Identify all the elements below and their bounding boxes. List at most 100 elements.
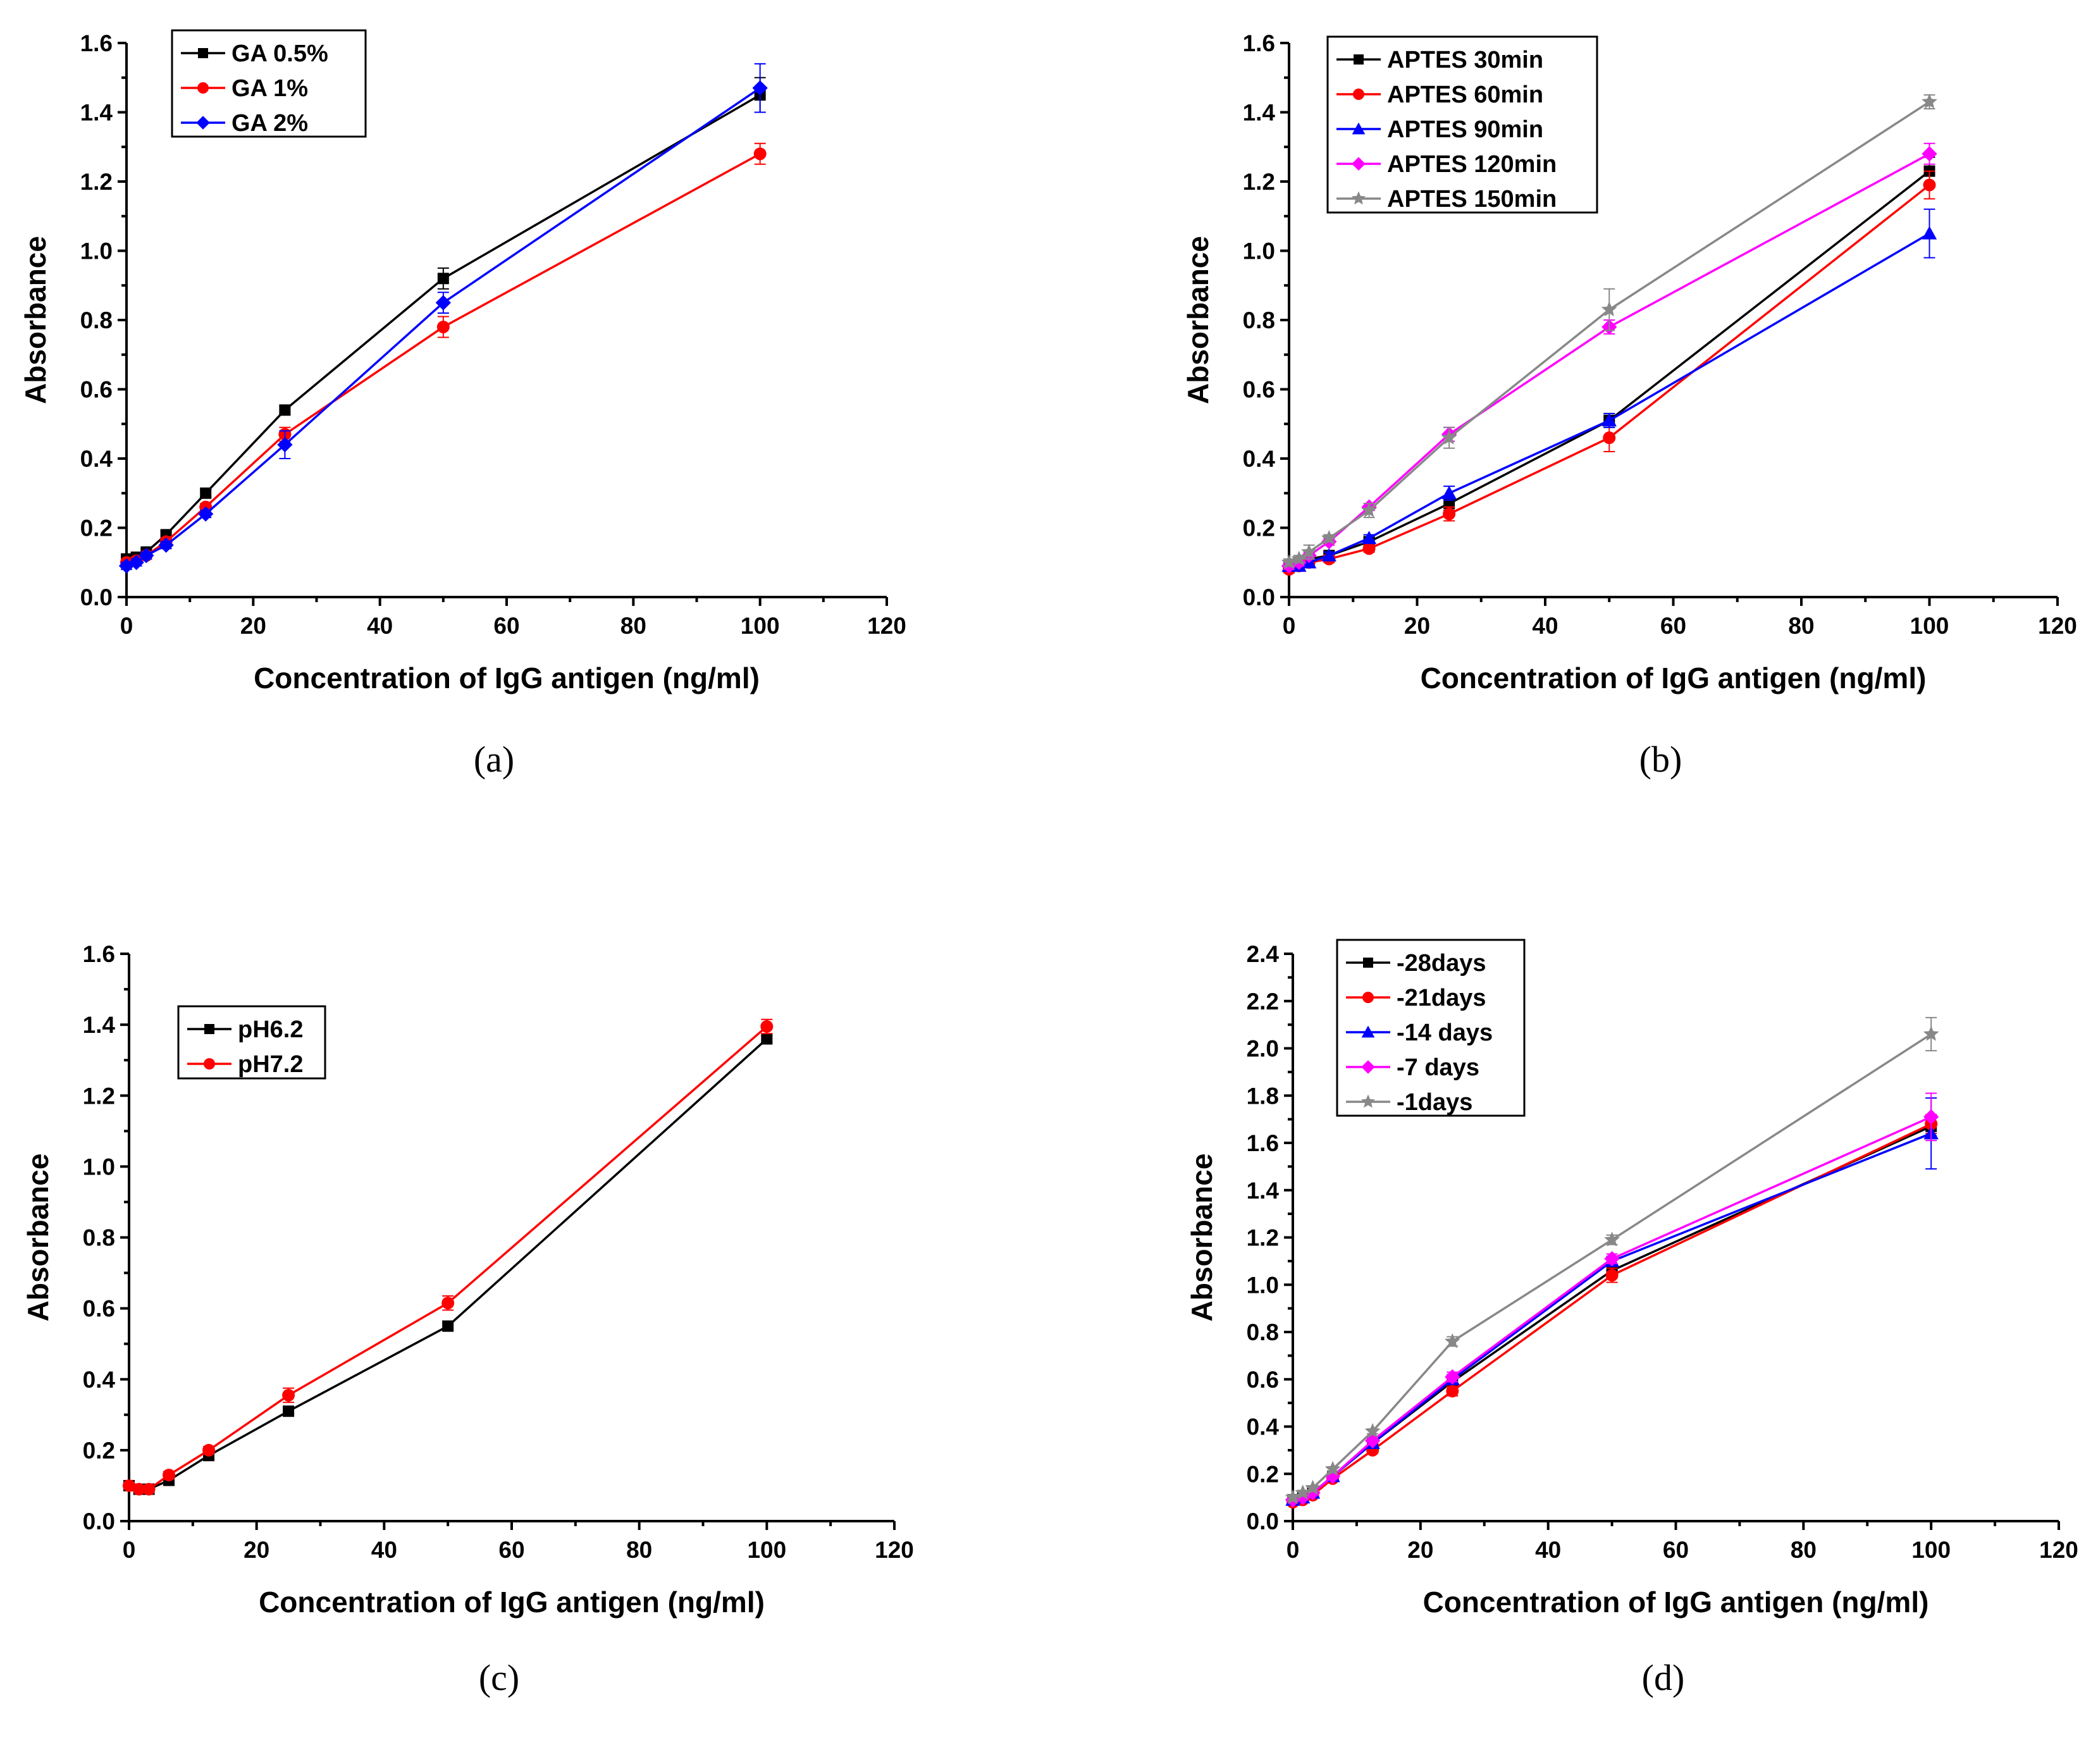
- legend-item: GA 0.5%: [181, 40, 328, 67]
- y-tick-label: 1.0: [1247, 1272, 1279, 1298]
- data-point: [1443, 507, 1456, 521]
- panel-label: (b): [1639, 739, 1682, 780]
- legend-marker: [196, 116, 210, 130]
- data-point: [282, 1388, 295, 1402]
- legend: pH6.2 pH7.2: [177, 1005, 326, 1080]
- y-tick-label: 0.0: [80, 584, 113, 610]
- data-point: [1361, 531, 1377, 545]
- legend-box: [1326, 35, 1598, 214]
- data-point: [1923, 1026, 1939, 1041]
- x-tick-label: 20: [240, 613, 266, 639]
- y-axis-title: Absorbance: [1182, 236, 1214, 404]
- data-point: [1601, 413, 1617, 427]
- legend-label: -21days: [1397, 985, 1486, 1011]
- y-tick-label: 1.0: [83, 1154, 115, 1180]
- data-point: [441, 1297, 455, 1310]
- data-point: [1291, 550, 1307, 566]
- data-point: [1324, 1460, 1341, 1476]
- legend-item: APTES 60min: [1336, 82, 1543, 108]
- x-tick-label: 80: [1788, 613, 1814, 639]
- data-point: [1923, 178, 1936, 192]
- legend-label: APTES 150min: [1387, 186, 1557, 213]
- data-point: [435, 295, 451, 311]
- data-point: [753, 147, 767, 161]
- x-tick-label: 40: [1532, 613, 1558, 639]
- data-point: [1604, 1231, 1620, 1247]
- y-tick-label: 1.6: [80, 30, 113, 56]
- x-tick-label: 60: [498, 1537, 524, 1563]
- y-tick-label: 0.2: [1247, 1461, 1279, 1487]
- legend-item: -14 days: [1346, 1020, 1493, 1046]
- data-point: [1445, 1369, 1460, 1385]
- y-tick-label: 1.2: [83, 1083, 115, 1109]
- legend-label: GA 1%: [231, 75, 308, 102]
- x-tick-label: 60: [493, 613, 519, 639]
- legend-item: -28days: [1346, 950, 1486, 977]
- y-tick-label: 1.4: [83, 1012, 116, 1038]
- y-tick-label: 0.6: [1243, 377, 1275, 403]
- data-point: [1364, 1422, 1381, 1438]
- series-aptes-150min: [1281, 94, 1937, 569]
- legend-box: [177, 1005, 326, 1080]
- x-tick-label: 0: [120, 613, 133, 639]
- y-tick-label: 0.0: [83, 1508, 115, 1534]
- y-tick-label: 1.6: [1243, 30, 1275, 56]
- data-point: [761, 1033, 773, 1045]
- panel-label: (a): [474, 739, 514, 780]
- y-tick-label: 0.4: [1243, 446, 1276, 472]
- y-tick-label: 0.2: [83, 1438, 115, 1464]
- data-point: [1285, 1489, 1301, 1505]
- y-tick-label: 2.4: [1247, 941, 1280, 967]
- legend-item: APTES 150min: [1336, 186, 1557, 213]
- data-point: [279, 404, 291, 416]
- series-ph7-2: [123, 1018, 774, 1496]
- legend-label: APTES 120min: [1387, 151, 1557, 178]
- legend-marker: [197, 82, 209, 94]
- y-axis-title: Absorbance: [22, 1154, 54, 1322]
- data-point: [436, 320, 450, 333]
- data-point: [1362, 542, 1376, 555]
- x-tick-label: 60: [1660, 613, 1686, 639]
- x-tick-label: 0: [1283, 613, 1296, 639]
- data-point: [283, 1405, 295, 1417]
- legend: GA 0.5% GA 1% GA 2%: [171, 29, 367, 138]
- data-point: [1321, 529, 1337, 545]
- data-point: [128, 555, 144, 571]
- data-point: [1922, 146, 1937, 162]
- y-tick-label: 0.6: [83, 1296, 115, 1322]
- y-tick-label: 0.0: [1247, 1508, 1279, 1534]
- data-point: [200, 487, 212, 499]
- x-tick-label: 20: [244, 1537, 269, 1563]
- data-point: [1295, 1484, 1311, 1500]
- y-tick-label: 0.8: [1243, 307, 1275, 333]
- x-tick-label: 80: [626, 1537, 652, 1563]
- x-tick-label: 60: [1663, 1537, 1689, 1563]
- y-tick-label: 0.4: [1247, 1414, 1280, 1440]
- data-point: [1444, 1333, 1460, 1348]
- y-tick-label: 1.6: [83, 941, 115, 967]
- legend-item: pH7.2: [187, 1051, 303, 1078]
- y-tick-label: 1.2: [1247, 1225, 1279, 1251]
- x-axis-title: Concentration of IgG antigen (ng/ml): [1423, 1586, 1929, 1619]
- legend-marker: [1363, 958, 1373, 968]
- data-point: [442, 1320, 454, 1332]
- y-tick-label: 0.2: [1243, 515, 1275, 541]
- data-point: [1603, 431, 1616, 445]
- legend-label: -28days: [1397, 950, 1486, 977]
- legend-label: APTES 90min: [1387, 116, 1543, 143]
- y-axis-title: Absorbance: [1185, 1154, 1218, 1322]
- data-point: [142, 1483, 156, 1496]
- y-tick-label: 1.0: [80, 238, 113, 264]
- legend-item: pH6.2: [187, 1016, 303, 1043]
- y-tick-label: 0.0: [1243, 584, 1275, 610]
- x-tick-label: 120: [2039, 1537, 2078, 1563]
- legend-marker: [1352, 191, 1366, 205]
- data-point: [752, 80, 768, 96]
- data-point: [1305, 1479, 1321, 1495]
- data-point: [1922, 226, 1937, 240]
- x-tick-label: 120: [2038, 613, 2077, 639]
- y-tick-label: 0.4: [80, 446, 113, 472]
- y-tick-label: 0.8: [1247, 1319, 1279, 1345]
- series-1days: [1285, 1016, 1939, 1505]
